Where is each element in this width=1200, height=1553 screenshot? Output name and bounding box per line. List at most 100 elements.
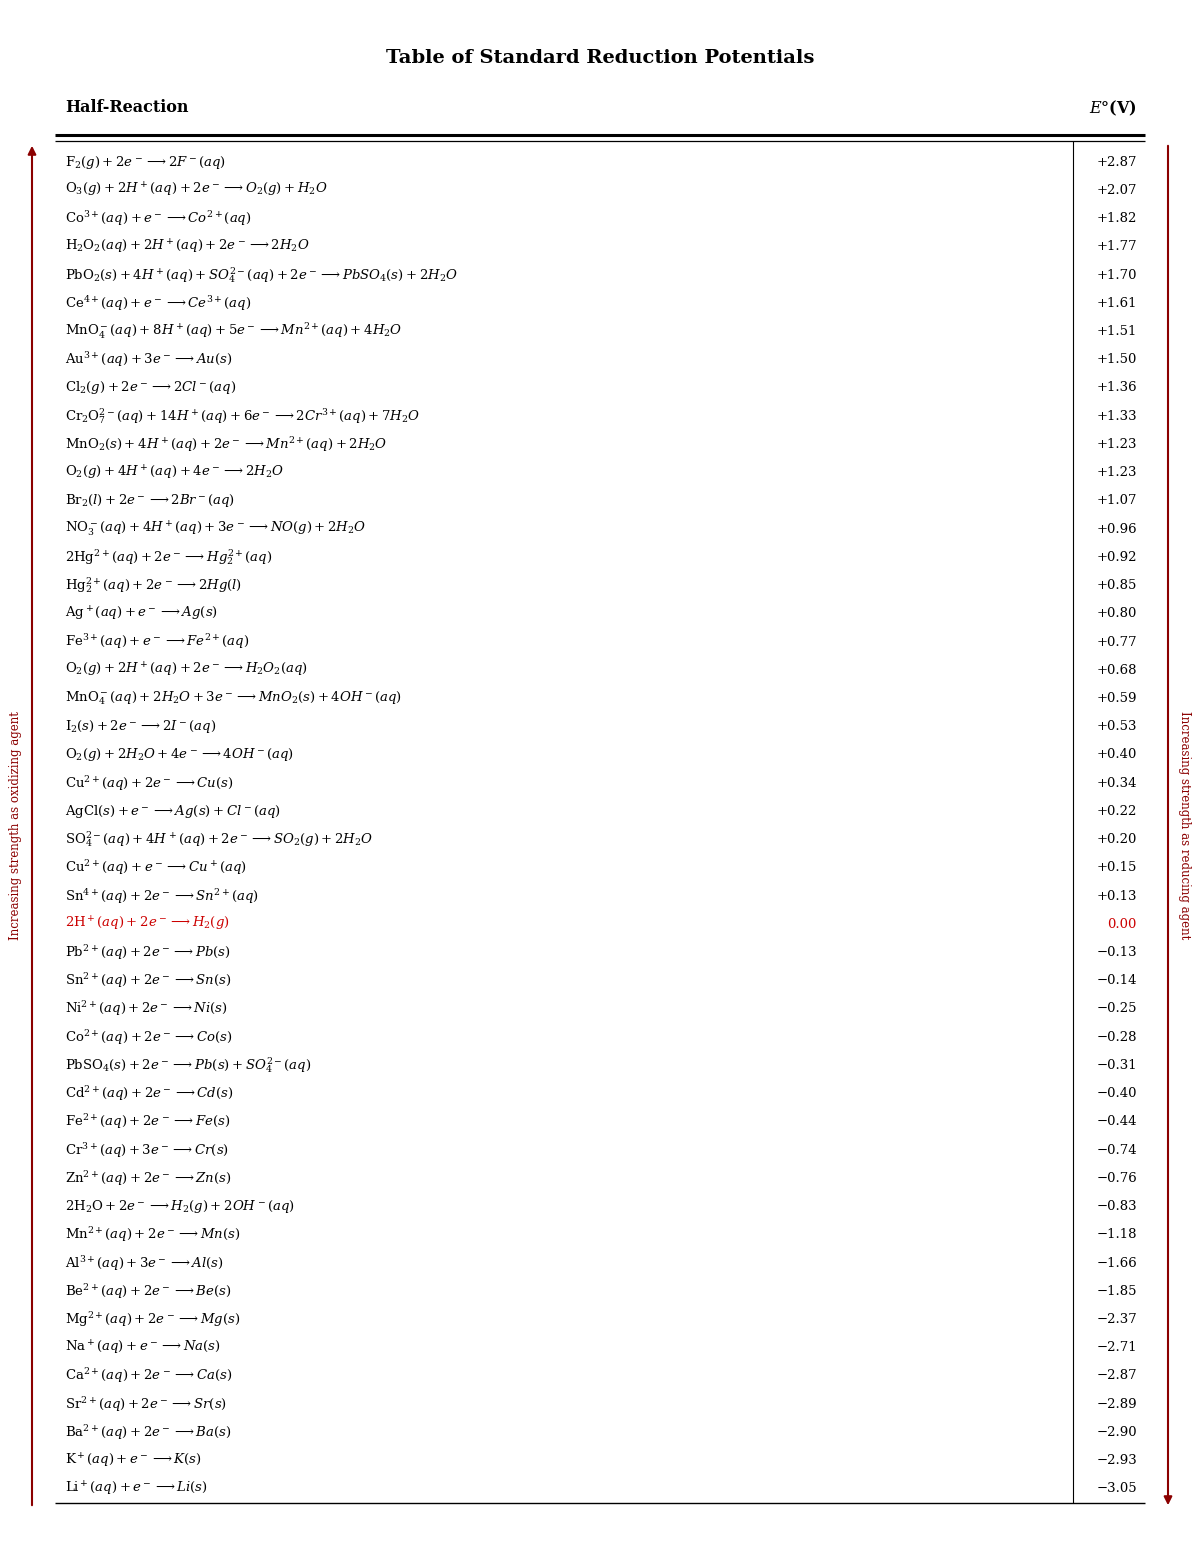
Text: $\mathrm{Cu^{2+}}(aq) + 2e^- \longrightarrow Cu(s)$: $\mathrm{Cu^{2+}}(aq) + 2e^- \longrighta… <box>65 773 234 792</box>
Text: +1.23: +1.23 <box>1097 438 1138 450</box>
Text: −0.31: −0.31 <box>1097 1059 1138 1072</box>
Text: $\mathrm{Zn^{2+}}(aq) + 2e^- \longrightarrow Zn(s)$: $\mathrm{Zn^{2+}}(aq) + 2e^- \longrighta… <box>65 1169 232 1188</box>
Text: $\mathrm{Au^{3+}}(aq) + 3e^- \longrightarrow Au(s)$: $\mathrm{Au^{3+}}(aq) + 3e^- \longrighta… <box>65 351 233 370</box>
Text: $\mathrm{Fe^{2+}}(aq) + 2e^- \longrightarrow Fe(s)$: $\mathrm{Fe^{2+}}(aq) + 2e^- \longrighta… <box>65 1112 230 1131</box>
Text: $2\mathrm{Hg^{2+}}(aq) + 2e^- \longrightarrow Hg_2^{2+}(aq)$: $2\mathrm{Hg^{2+}}(aq) + 2e^- \longright… <box>65 548 272 567</box>
Text: $\mathrm{Br_2}(l) + 2e^- \longrightarrow 2Br^-(aq)$: $\mathrm{Br_2}(l) + 2e^- \longrightarrow… <box>65 492 235 509</box>
Text: +0.22: +0.22 <box>1097 804 1138 818</box>
Text: −0.13: −0.13 <box>1097 946 1138 960</box>
Text: Half-Reaction: Half-Reaction <box>65 99 188 116</box>
Text: +0.15: +0.15 <box>1097 862 1138 874</box>
Text: $\mathrm{Fe^{3+}}(aq) + e^- \longrightarrow Fe^{2+}(aq)$: $\mathrm{Fe^{3+}}(aq) + e^- \longrightar… <box>65 632 250 651</box>
Text: Increasing strength as oxidizing agent: Increasing strength as oxidizing agent <box>10 711 23 940</box>
Text: $\mathrm{Sn^{2+}}(aq) + 2e^- \longrightarrow Sn(s)$: $\mathrm{Sn^{2+}}(aq) + 2e^- \longrighta… <box>65 971 232 991</box>
Text: $\mathrm{MnO_4^-}(aq) + 2H_2O + 3e^- \longrightarrow MnO_2(s) + 4OH^-(aq)$: $\mathrm{MnO_4^-}(aq) + 2H_2O + 3e^- \lo… <box>65 690 402 707</box>
Text: +0.40: +0.40 <box>1097 749 1138 761</box>
Text: +1.36: +1.36 <box>1097 382 1138 394</box>
Text: −2.71: −2.71 <box>1097 1342 1138 1354</box>
Text: $\mathrm{Mg^{2+}}(aq) + 2e^- \longrightarrow Mg(s)$: $\mathrm{Mg^{2+}}(aq) + 2e^- \longrighta… <box>65 1311 240 1329</box>
Text: $\mathrm{K^+}(aq) + e^- \longrightarrow K(s)$: $\mathrm{K^+}(aq) + e^- \longrightarrow … <box>65 1452 202 1469</box>
Text: $\mathrm{Mn^{2+}}(aq) + 2e^- \longrightarrow Mn(s)$: $\mathrm{Mn^{2+}}(aq) + 2e^- \longrighta… <box>65 1225 240 1244</box>
Text: −2.37: −2.37 <box>1097 1312 1138 1326</box>
Text: +0.34: +0.34 <box>1097 776 1138 789</box>
Text: −0.74: −0.74 <box>1097 1143 1138 1157</box>
Text: $\mathrm{MnO_4^-}(aq) + 8H^+(aq) + 5e^- \longrightarrow Mn^{2+}(aq) + 4H_2O$: $\mathrm{MnO_4^-}(aq) + 8H^+(aq) + 5e^- … <box>65 321 402 342</box>
Text: +2.07: +2.07 <box>1097 183 1138 197</box>
Text: $\mathrm{AgCl}(s) + e^- \longrightarrow Ag(s) + Cl^-(aq)$: $\mathrm{AgCl}(s) + e^- \longrightarrow … <box>65 803 281 820</box>
Text: $\mathit{E}$°(V): $\mathit{E}$°(V) <box>1090 98 1138 118</box>
Text: $\mathrm{Ag^+}(aq) + e^- \longrightarrow Ag(s)$: $\mathrm{Ag^+}(aq) + e^- \longrightarrow… <box>65 604 218 623</box>
Text: $\mathrm{O_2}(g) + 2H_2O + 4e^- \longrightarrow 4OH^-(aq)$: $\mathrm{O_2}(g) + 2H_2O + 4e^- \longrig… <box>65 747 294 764</box>
Text: $\mathrm{PbO_2}(s) + 4H^+(aq) + SO_4^{2-}(aq) + 2e^- \longrightarrow PbSO_4(s) +: $\mathrm{PbO_2}(s) + 4H^+(aq) + SO_4^{2-… <box>65 266 458 284</box>
Text: −1.66: −1.66 <box>1097 1256 1138 1269</box>
Text: +0.53: +0.53 <box>1097 721 1138 733</box>
Text: $\mathrm{Ca^{2+}}(aq) + 2e^- \longrightarrow Ca(s)$: $\mathrm{Ca^{2+}}(aq) + 2e^- \longrighta… <box>65 1367 232 1385</box>
Text: +0.80: +0.80 <box>1097 607 1138 620</box>
Text: $\mathrm{Co^{2+}}(aq) + 2e^- \longrightarrow Co(s)$: $\mathrm{Co^{2+}}(aq) + 2e^- \longrighta… <box>65 1028 233 1047</box>
Text: −0.14: −0.14 <box>1097 974 1138 988</box>
Text: +0.59: +0.59 <box>1097 693 1138 705</box>
Text: −2.93: −2.93 <box>1097 1454 1138 1468</box>
Text: $\mathrm{Cr^{3+}}(aq) + 3e^- \longrightarrow Cr(s)$: $\mathrm{Cr^{3+}}(aq) + 3e^- \longrighta… <box>65 1141 229 1160</box>
Text: +1.82: +1.82 <box>1097 213 1138 225</box>
Text: $\mathrm{Sn^{4+}}(aq) + 2e^- \longrightarrow Sn^{2+}(aq)$: $\mathrm{Sn^{4+}}(aq) + 2e^- \longrighta… <box>65 887 259 905</box>
Text: −3.05: −3.05 <box>1097 1483 1138 1496</box>
Text: $\mathrm{Be^{2+}}(aq) + 2e^- \longrightarrow Be(s)$: $\mathrm{Be^{2+}}(aq) + 2e^- \longrighta… <box>65 1281 232 1301</box>
Text: $\mathrm{Co^{3+}}(aq) + e^- \longrightarrow Co^{2+}(aq)$: $\mathrm{Co^{3+}}(aq) + e^- \longrightar… <box>65 210 252 228</box>
Text: $\mathrm{Ni^{2+}}(aq) + 2e^- \longrightarrow Ni(s)$: $\mathrm{Ni^{2+}}(aq) + 2e^- \longrighta… <box>65 1000 228 1019</box>
Text: $\mathrm{Na^+}(aq) + e^- \longrightarrow Na(s)$: $\mathrm{Na^+}(aq) + e^- \longrightarrow… <box>65 1339 221 1357</box>
Text: −1.85: −1.85 <box>1097 1284 1138 1298</box>
Text: $2\mathrm{H_2O} + 2e^- \longrightarrow H_2(g) + 2OH^-(aq)$: $2\mathrm{H_2O} + 2e^- \longrightarrow H… <box>65 1197 295 1214</box>
Text: $\mathrm{SO_4^{2-}}(aq) + 4H^+(aq) + 2e^- \longrightarrow SO_2(g) + 2H_2O$: $\mathrm{SO_4^{2-}}(aq) + 4H^+(aq) + 2e^… <box>65 829 373 849</box>
Text: +1.70: +1.70 <box>1097 269 1138 281</box>
Text: +1.33: +1.33 <box>1097 410 1138 422</box>
Text: 0.00: 0.00 <box>1108 918 1138 930</box>
Text: −0.28: −0.28 <box>1097 1031 1138 1044</box>
Text: $\mathrm{Cu^{2+}}(aq) + e^- \longrightarrow Cu^+(aq)$: $\mathrm{Cu^{2+}}(aq) + e^- \longrightar… <box>65 859 247 877</box>
Text: −0.83: −0.83 <box>1097 1200 1138 1213</box>
Text: Table of Standard Reduction Potentials: Table of Standard Reduction Potentials <box>386 50 814 67</box>
Text: $\mathrm{Ce^{4+}}(aq) + e^- \longrightarrow Ce^{3+}(aq)$: $\mathrm{Ce^{4+}}(aq) + e^- \longrightar… <box>65 294 251 312</box>
Text: +1.51: +1.51 <box>1097 325 1138 339</box>
Text: +1.77: +1.77 <box>1097 241 1138 253</box>
Text: +0.68: +0.68 <box>1097 663 1138 677</box>
Text: +1.07: +1.07 <box>1097 494 1138 508</box>
Text: $2\mathrm{H^+}(aq) + 2e^- \longrightarrow H_2(g)$: $2\mathrm{H^+}(aq) + 2e^- \longrightarro… <box>65 915 229 933</box>
Text: $\mathrm{MnO_2}(s) + 4H^+(aq) + 2e^- \longrightarrow Mn^{2+}(aq) + 2H_2O$: $\mathrm{MnO_2}(s) + 4H^+(aq) + 2e^- \lo… <box>65 435 388 453</box>
Text: +0.20: +0.20 <box>1097 832 1138 846</box>
Text: Increasing strength as reducing agent: Increasing strength as reducing agent <box>1177 711 1190 940</box>
Text: $\mathrm{I_2}(s) + 2e^- \longrightarrow 2I^-(aq)$: $\mathrm{I_2}(s) + 2e^- \longrightarrow … <box>65 717 216 735</box>
Text: $\mathrm{Sr^{2+}}(aq) + 2e^- \longrightarrow Sr(s)$: $\mathrm{Sr^{2+}}(aq) + 2e^- \longrighta… <box>65 1395 227 1413</box>
Text: $\mathrm{Li^+}(aq) + e^- \longrightarrow Li(s)$: $\mathrm{Li^+}(aq) + e^- \longrightarrow… <box>65 1480 208 1499</box>
Text: +1.23: +1.23 <box>1097 466 1138 480</box>
Text: $\mathrm{Cr_2O_7^{2-}}(aq) + 14H^+(aq) + 6e^- \longrightarrow 2Cr^{3+}(aq) + 7H_: $\mathrm{Cr_2O_7^{2-}}(aq) + 14H^+(aq) +… <box>65 407 420 426</box>
Text: +1.50: +1.50 <box>1097 353 1138 367</box>
Text: $\mathrm{Ba^{2+}}(aq) + 2e^- \longrightarrow Ba(s)$: $\mathrm{Ba^{2+}}(aq) + 2e^- \longrighta… <box>65 1423 232 1441</box>
Text: +0.96: +0.96 <box>1097 523 1138 536</box>
Text: −0.44: −0.44 <box>1097 1115 1138 1129</box>
Text: $\mathrm{O_3}(g) + 2H^+(aq) + 2e^- \longrightarrow O_2(g) + H_2O$: $\mathrm{O_3}(g) + 2H^+(aq) + 2e^- \long… <box>65 182 328 199</box>
Text: $\mathrm{Cd^{2+}}(aq) + 2e^- \longrightarrow Cd(s)$: $\mathrm{Cd^{2+}}(aq) + 2e^- \longrighta… <box>65 1084 233 1103</box>
Text: $\mathrm{Hg_2^{2+}}(aq) + 2e^- \longrightarrow 2Hg(l)$: $\mathrm{Hg_2^{2+}}(aq) + 2e^- \longrigh… <box>65 576 242 595</box>
Text: −1.18: −1.18 <box>1097 1228 1138 1241</box>
Text: −0.25: −0.25 <box>1097 1003 1138 1016</box>
Text: $\mathrm{NO_3^-}(aq) + 4H^+(aq) + 3e^- \longrightarrow NO(g) + 2H_2O$: $\mathrm{NO_3^-}(aq) + 4H^+(aq) + 3e^- \… <box>65 520 366 539</box>
Text: −2.89: −2.89 <box>1097 1398 1138 1410</box>
Text: $\mathrm{O_2}(g) + 2H^+(aq) + 2e^- \longrightarrow H_2O_2(aq)$: $\mathrm{O_2}(g) + 2H^+(aq) + 2e^- \long… <box>65 662 307 679</box>
Text: $\mathrm{Cl_2}(g) + 2e^- \longrightarrow 2Cl^-(aq)$: $\mathrm{Cl_2}(g) + 2e^- \longrightarrow… <box>65 379 236 396</box>
Text: +2.87: +2.87 <box>1097 155 1138 169</box>
Text: +1.61: +1.61 <box>1097 297 1138 309</box>
Text: $\mathrm{Pb^{2+}}(aq) + 2e^- \longrightarrow Pb(s)$: $\mathrm{Pb^{2+}}(aq) + 2e^- \longrighta… <box>65 943 230 961</box>
Text: $\mathrm{F_2}(g) + 2e^- \longrightarrow 2F^-(aq)$: $\mathrm{F_2}(g) + 2e^- \longrightarrow … <box>65 154 226 171</box>
Text: +0.85: +0.85 <box>1097 579 1138 592</box>
Text: +0.92: +0.92 <box>1097 551 1138 564</box>
Text: $\mathrm{H_2O_2}(aq) + 2H^+(aq) + 2e^- \longrightarrow 2H_2O$: $\mathrm{H_2O_2}(aq) + 2H^+(aq) + 2e^- \… <box>65 238 310 256</box>
Text: −2.87: −2.87 <box>1097 1370 1138 1382</box>
Text: +0.13: +0.13 <box>1097 890 1138 902</box>
Text: −0.76: −0.76 <box>1097 1173 1138 1185</box>
Text: $\mathrm{O_2}(g) + 4H^+(aq) + 4e^- \longrightarrow 2H_2O$: $\mathrm{O_2}(g) + 4H^+(aq) + 4e^- \long… <box>65 463 284 481</box>
Text: +0.77: +0.77 <box>1097 635 1138 649</box>
Text: −2.90: −2.90 <box>1097 1426 1138 1440</box>
Text: −0.40: −0.40 <box>1097 1087 1138 1100</box>
Text: $\mathrm{Al^{3+}}(aq) + 3e^- \longrightarrow Al(s)$: $\mathrm{Al^{3+}}(aq) + 3e^- \longrighta… <box>65 1253 223 1272</box>
